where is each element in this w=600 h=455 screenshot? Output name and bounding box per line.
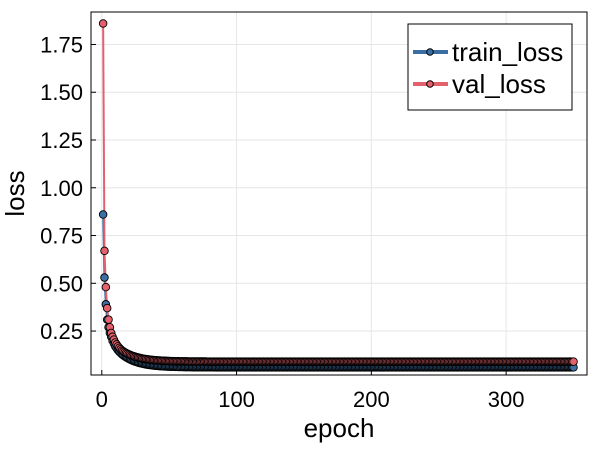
val_loss-markers	[98, 19, 578, 366]
y-tick-label: 1.75	[40, 32, 83, 57]
x-tick-label: 100	[218, 387, 255, 412]
x-tick-label: 0	[96, 387, 108, 412]
y-tick-label: 0.50	[40, 271, 83, 296]
series-layer	[98, 19, 578, 372]
val_loss-point	[104, 315, 113, 324]
legend-box	[407, 23, 573, 111]
legend-marker-train_loss	[426, 48, 434, 56]
y-tick-label: 1.50	[40, 80, 83, 105]
tick-labels: 0 100 200 300 0.25 0.50 0.75 1.00 1.25 1.50 1.75	[40, 32, 524, 412]
y-tick-label: 1.25	[40, 128, 83, 153]
val_loss-point	[101, 282, 111, 292]
y-tick-label: 0.75	[40, 224, 83, 249]
x-tick-label: 300	[488, 387, 525, 412]
legend-item-val_loss: val_loss	[413, 69, 546, 99]
x-axis-label: epoch	[304, 413, 375, 443]
legend-item-train_loss: train_loss	[413, 37, 563, 67]
x-tick-label: 200	[353, 387, 390, 412]
y-tick-label: 1.00	[40, 176, 83, 201]
plot-frame	[90, 11, 588, 376]
legend-label-train_loss: train_loss	[452, 37, 563, 67]
y-tick-label: 0.25	[40, 319, 83, 344]
val_loss-point	[569, 357, 578, 366]
val_loss-point	[100, 246, 109, 256]
val_loss-point	[98, 19, 108, 28]
y-axis-label: loss	[0, 170, 30, 216]
legend-marker-val_loss	[426, 80, 434, 88]
val_loss-point	[102, 303, 112, 313]
train_loss-point	[98, 210, 108, 219]
train_loss-point	[100, 273, 109, 282]
legend-label-val_loss: val_loss	[452, 69, 546, 99]
